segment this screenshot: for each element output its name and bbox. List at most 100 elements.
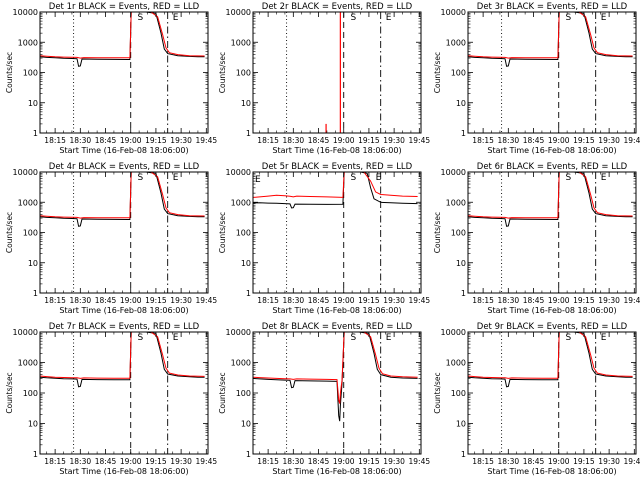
x-tick-label: 18:15: [44, 296, 66, 305]
y-tick-label: 100: [236, 229, 251, 238]
y-tick-label: 100: [451, 69, 466, 78]
marker-s: S: [565, 333, 571, 343]
x-tick-label: 19:00: [333, 296, 355, 305]
y-tick-label: 100: [236, 69, 251, 78]
x-tick-label: 19:30: [383, 136, 405, 145]
x-axis-label: Start Time (16-Feb-08 18:06:00): [59, 306, 188, 315]
x-tick-label: 18:45: [523, 296, 545, 305]
x-tick-label: 18:45: [308, 136, 330, 145]
marker-s: S: [137, 13, 143, 23]
y-tick-label: 1000: [446, 38, 466, 47]
x-tick-label: 19:30: [383, 296, 405, 305]
x-tick-label: 19:00: [120, 296, 142, 305]
x-tick-label: 19:00: [120, 457, 142, 466]
y-tick-label: 10: [241, 259, 251, 268]
events-series-line: [40, 332, 205, 388]
x-tick-label: 19:00: [333, 457, 355, 466]
y-tick-label: 10000: [441, 168, 466, 177]
x-tick-label: 18:30: [498, 136, 520, 145]
x-tick-label: 18:15: [257, 296, 279, 305]
x-tick-label: 19:30: [383, 457, 405, 466]
lld-series-line: [40, 172, 205, 219]
plot-frame: [252, 11, 422, 134]
events-series-line: [40, 12, 205, 67]
x-tick-label: 19:15: [145, 457, 167, 466]
lld-series-line: [468, 12, 633, 59]
marker-e: E: [386, 13, 392, 23]
y-tick-label: 1: [33, 129, 38, 138]
marker-s: S: [565, 13, 571, 23]
marker-s: S: [565, 173, 571, 183]
x-axis-label: Start Time (16-Feb-08 18:06:00): [487, 306, 616, 315]
x-tick-label: 19:30: [598, 457, 620, 466]
panel-title: Det 3r BLACK = Events, RED = LLD: [477, 2, 628, 12]
plot-frame: [39, 331, 209, 455]
x-tick-label: 18:45: [95, 457, 117, 466]
x-axis-label: Start Time (16-Feb-08 18:06:00): [272, 467, 401, 476]
marker-e: E: [601, 13, 607, 23]
x-axis-label: Start Time (16-Feb-08 18:06:00): [59, 467, 188, 476]
y-tick-label: 10000: [441, 8, 466, 17]
x-tick-label: 19:15: [358, 136, 380, 145]
lld-series-line: [40, 332, 205, 379]
marker-e: E: [376, 173, 382, 183]
x-tick-label: 18:45: [95, 296, 117, 305]
y-tick-label: 10: [241, 420, 251, 429]
x-tick-label: 18:45: [523, 136, 545, 145]
x-axis-label: Start Time (16-Feb-08 18:06:00): [487, 467, 616, 476]
y-tick-label: 10: [456, 420, 466, 429]
y-tick-label: 100: [23, 229, 38, 238]
x-tick-label: 18:30: [70, 296, 92, 305]
y-tick-label: 10000: [226, 168, 251, 177]
x-tick-label: 18:30: [70, 457, 92, 466]
marker-s: S: [137, 333, 143, 343]
y-tick-label: 100: [451, 229, 466, 238]
x-tick-label: 19:45: [624, 136, 640, 145]
y-tick-label: 10000: [226, 8, 251, 17]
x-tick-label: 19:30: [598, 296, 620, 305]
x-tick-label: 18:30: [283, 136, 305, 145]
y-tick-label: 1: [33, 289, 38, 298]
y-tick-label: 1: [246, 129, 251, 138]
plot-frame: [39, 171, 209, 294]
x-tick-label: 19:45: [409, 296, 431, 305]
y-tick-label: 1: [246, 289, 251, 298]
lld-series-line: [253, 172, 418, 198]
x-tick-label: 18:30: [498, 296, 520, 305]
events-series-line: [468, 12, 633, 67]
y-tick-label: 10: [456, 99, 466, 108]
events-series-line: [468, 172, 633, 227]
x-tick-label: 18:15: [257, 136, 279, 145]
y-tick-label: 1000: [446, 359, 466, 368]
y-tick-label: 1: [461, 129, 466, 138]
x-tick-label: 19:30: [170, 457, 192, 466]
x-tick-label: 18:15: [472, 136, 494, 145]
events-series-line: [253, 332, 418, 422]
y-tick-label: 10000: [441, 328, 466, 337]
y-tick-label: 1: [33, 450, 38, 459]
x-tick-label: 19:30: [170, 296, 192, 305]
marker-e: E: [173, 13, 179, 23]
y-axis-label: Counts/sec: [433, 52, 442, 93]
marker-e: E: [601, 173, 607, 183]
marker-e: E: [386, 333, 392, 343]
x-tick-label: 18:30: [70, 136, 92, 145]
x-axis-label: Start Time (16-Feb-08 18:06:00): [272, 146, 401, 155]
x-tick-label: 18:15: [257, 457, 279, 466]
x-tick-label: 18:45: [308, 457, 330, 466]
y-tick-label: 100: [451, 389, 466, 398]
y-tick-label: 1000: [18, 38, 38, 47]
y-tick-label: 10000: [13, 168, 38, 177]
x-axis-label: Start Time (16-Feb-08 18:06:00): [487, 146, 616, 155]
events-series-line: [253, 172, 418, 209]
x-tick-label: 19:15: [145, 136, 167, 145]
marker-s: S: [137, 173, 143, 183]
x-tick-label: 19:45: [624, 457, 640, 466]
x-tick-label: 19:15: [358, 457, 380, 466]
lld-series-line: [40, 12, 205, 59]
